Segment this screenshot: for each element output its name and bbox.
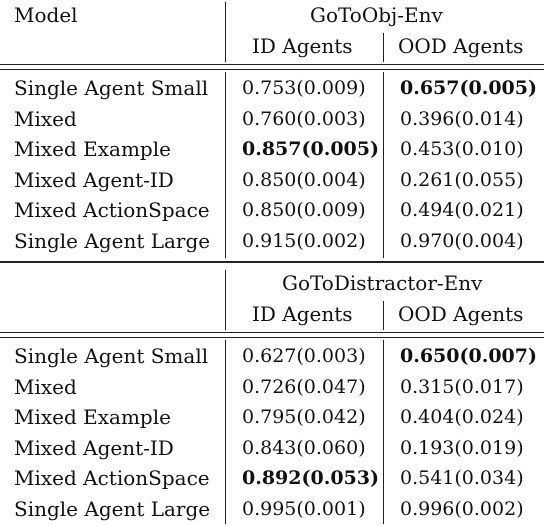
vline-col-s2-head [383, 301, 384, 330]
id-agents-score-cell: 0.995(0.001) [242, 498, 366, 520]
model-name-cell: Single Agent Small [14, 344, 209, 368]
id-agents-score-cell: 0.760(0.003) [242, 107, 366, 130]
ood-agents-score-cell: 0.657(0.005) [400, 77, 537, 99]
ood-agents-score-cell: 0.996(0.002) [400, 498, 524, 520]
model-name-cell: Mixed [14, 374, 77, 399]
vline-model-s1-head [225, 2, 226, 62]
env-header-1: GoToObj-Env [310, 3, 443, 27]
model-name-cell: Single Agent Small [14, 76, 209, 100]
ood-agents-score-cell: 0.453(0.010) [400, 138, 524, 161]
rule-section1-header-double [0, 69, 544, 70]
id-agents-score-cell: 0.726(0.047) [242, 375, 366, 398]
model-name-cell: Single Agent Large [14, 497, 211, 521]
rule-section2-header [0, 332, 544, 333]
model-name-cell: Single Agent Large [14, 229, 211, 253]
model-name-cell: Mixed Agent-ID [14, 167, 174, 192]
env-header-2: GoToDistractor-Env [282, 271, 483, 295]
rule-section2-header-double [0, 337, 544, 338]
ood-agents-header-2: OOD Agents [398, 302, 524, 326]
ood-agents-header-1: OOD Agents [398, 34, 524, 58]
id-agents-score-cell: 0.850(0.009) [242, 199, 366, 222]
model-name-cell: Mixed Example [14, 405, 171, 430]
vline-col-s2-body [383, 340, 384, 524]
id-agents-score-cell: 0.915(0.002) [242, 230, 366, 252]
id-agents-header-2: ID Agents [252, 302, 353, 326]
rule-section1-header [0, 64, 544, 65]
model-column-header: Model [14, 3, 78, 27]
vline-model-s2-head [225, 270, 226, 330]
ood-agents-score-cell: 0.193(0.019) [400, 436, 524, 459]
ood-agents-score-cell: 0.404(0.024) [400, 406, 524, 429]
vline-col-s1-body [383, 72, 384, 258]
model-name-cell: Mixed ActionSpace [14, 198, 210, 223]
ood-agents-score-cell: 0.970(0.004) [400, 230, 524, 252]
id-agents-score-cell: 0.753(0.009) [242, 77, 366, 99]
ood-agents-score-cell: 0.650(0.007) [400, 345, 537, 367]
ood-agents-score-cell: 0.541(0.034) [400, 467, 524, 490]
id-agents-score-cell: 0.843(0.060) [242, 436, 366, 459]
model-name-cell: Mixed [14, 106, 77, 131]
model-name-cell: Mixed Agent-ID [14, 435, 174, 460]
vline-model-s1-body [225, 72, 226, 258]
id-agents-score-cell: 0.857(0.005) [242, 138, 379, 161]
ood-agents-score-cell: 0.261(0.055) [400, 168, 524, 191]
id-agents-score-cell: 0.795(0.042) [242, 406, 366, 429]
vline-model-s2-body [225, 340, 226, 524]
ood-agents-score-cell: 0.315(0.017) [400, 375, 524, 398]
rule-section-divider [0, 261, 544, 263]
ood-agents-score-cell: 0.396(0.014) [400, 107, 524, 130]
id-agents-score-cell: 0.627(0.003) [242, 345, 366, 367]
model-name-cell: Mixed ActionSpace [14, 466, 210, 491]
vline-col-s1-head [383, 33, 384, 62]
ood-agents-score-cell: 0.494(0.021) [400, 199, 524, 222]
id-agents-score-cell: 0.850(0.004) [242, 168, 366, 191]
id-agents-score-cell: 0.892(0.053) [242, 467, 379, 490]
id-agents-header-1: ID Agents [252, 34, 353, 58]
model-name-cell: Mixed Example [14, 137, 171, 162]
